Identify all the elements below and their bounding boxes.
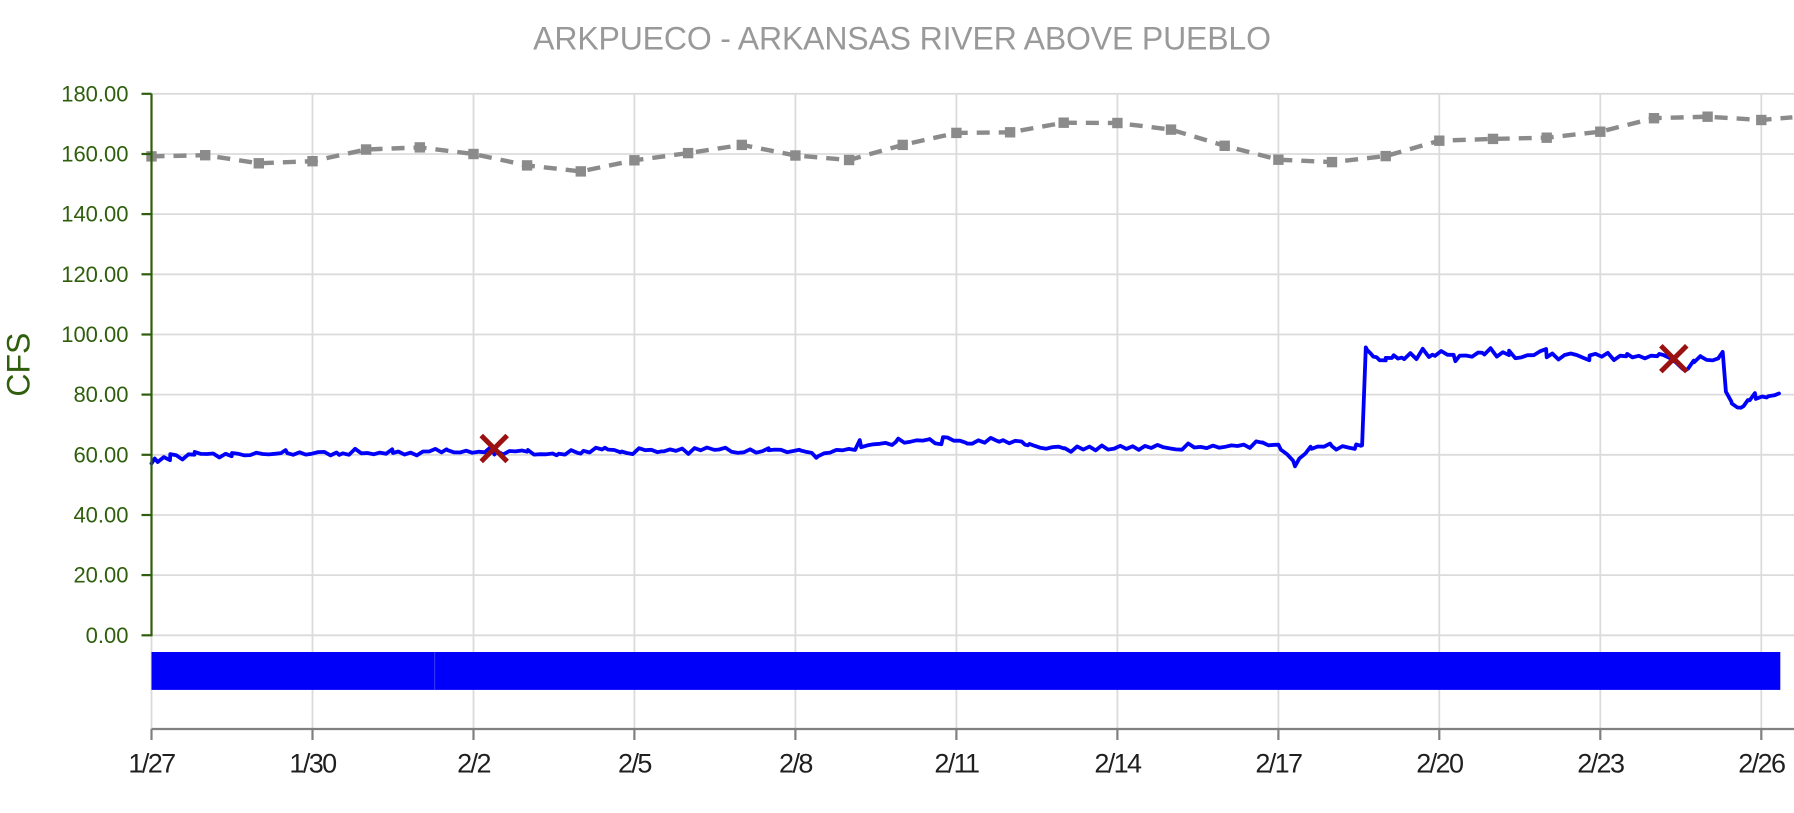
svg-text:2/5: 2/5 <box>618 749 651 779</box>
svg-text:2/17: 2/17 <box>1255 749 1302 779</box>
svg-text:180.00: 180.00 <box>61 81 128 106</box>
svg-text:CFS: CFS <box>1 333 37 397</box>
svg-text:140.00: 140.00 <box>61 202 128 227</box>
svg-text:2/20: 2/20 <box>1416 749 1463 779</box>
svg-text:2/2: 2/2 <box>457 749 490 779</box>
svg-text:20.00: 20.00 <box>73 563 128 588</box>
svg-text:2/26: 2/26 <box>1738 749 1785 779</box>
svg-text:0.00: 0.00 <box>86 623 129 648</box>
svg-text:80.00: 80.00 <box>73 382 128 407</box>
svg-text:160.00: 160.00 <box>61 142 128 167</box>
svg-text:120.00: 120.00 <box>61 262 128 287</box>
svg-text:ARKPUECO - ARKANSAS RIVER ABOV: ARKPUECO - ARKANSAS RIVER ABOVE PUEBLO <box>533 21 1271 57</box>
svg-text:2/23: 2/23 <box>1577 749 1624 779</box>
svg-text:1/30: 1/30 <box>289 749 336 779</box>
svg-text:40.00: 40.00 <box>73 503 128 528</box>
svg-text:1/27: 1/27 <box>128 749 175 779</box>
svg-text:60.00: 60.00 <box>73 442 128 467</box>
svg-text:2/11: 2/11 <box>934 749 979 779</box>
svg-text:2/8: 2/8 <box>779 749 812 779</box>
svg-text:2/14: 2/14 <box>1094 749 1142 779</box>
svg-text:100.00: 100.00 <box>61 322 128 347</box>
